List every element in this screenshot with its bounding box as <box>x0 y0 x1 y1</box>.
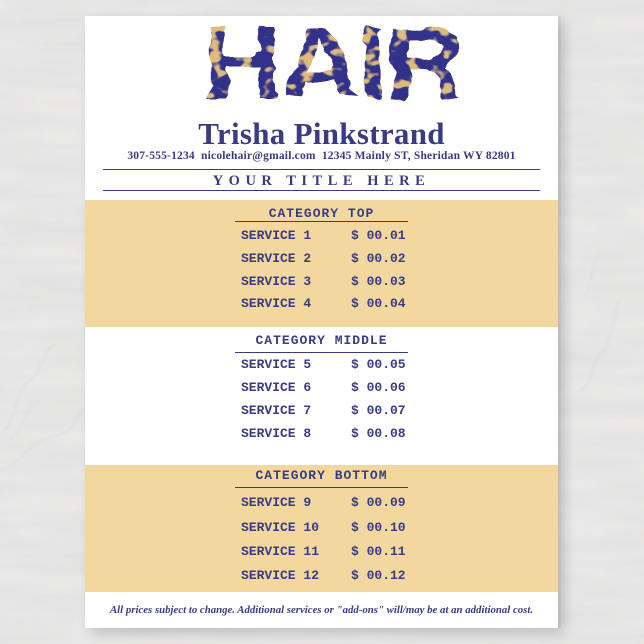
svg-text:HAIR: HAIR <box>203 22 464 119</box>
